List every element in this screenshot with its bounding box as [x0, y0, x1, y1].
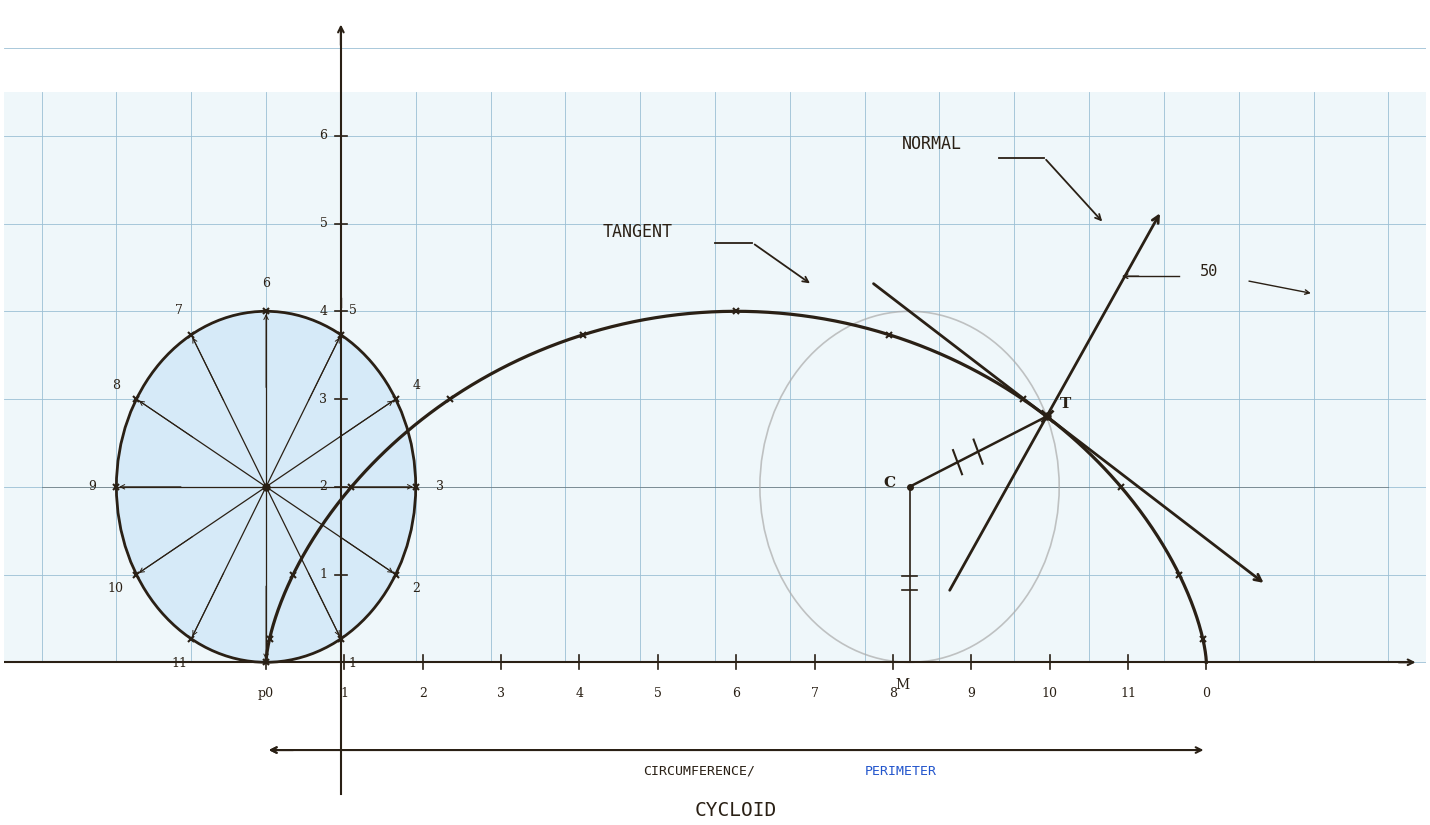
Text: 1: 1	[319, 568, 327, 581]
Text: 11: 11	[172, 657, 187, 670]
Text: CYCLOID: CYCLOID	[695, 801, 778, 820]
Text: 5: 5	[654, 687, 662, 700]
Text: 8: 8	[889, 687, 897, 700]
Text: 0: 0	[1203, 687, 1210, 700]
Text: 6: 6	[262, 276, 270, 290]
Text: 9: 9	[89, 480, 96, 493]
Text: 2: 2	[319, 480, 327, 493]
Text: 1: 1	[349, 657, 358, 670]
Text: NORMAL: NORMAL	[902, 135, 962, 153]
Text: M: M	[895, 677, 909, 691]
Text: CIRCUMFERENCE/: CIRCUMFERENCE/	[642, 765, 755, 778]
Text: p0: p0	[257, 687, 275, 700]
Text: 4: 4	[575, 687, 583, 700]
Text: 3: 3	[498, 687, 505, 700]
Text: 4: 4	[319, 304, 327, 318]
Text: 3: 3	[436, 480, 443, 493]
Bar	[4, 92, 1426, 662]
Text: 1: 1	[340, 687, 349, 700]
Text: 6: 6	[732, 687, 741, 700]
Text: 7: 7	[811, 687, 818, 700]
Text: 50: 50	[1200, 264, 1218, 279]
Text: 7: 7	[176, 304, 183, 317]
Text: 2: 2	[412, 582, 420, 595]
Text: 10: 10	[107, 582, 124, 595]
Text: 4: 4	[412, 379, 420, 392]
Text: PERIMETER: PERIMETER	[865, 765, 937, 778]
Text: TANGENT: TANGENT	[603, 223, 672, 241]
Text: 8: 8	[112, 379, 120, 392]
Text: 5: 5	[319, 217, 327, 230]
Text: 10: 10	[1041, 687, 1058, 700]
Circle shape	[116, 311, 416, 662]
Text: T: T	[1060, 397, 1071, 411]
Text: 9: 9	[967, 687, 975, 700]
Text: 3: 3	[319, 393, 327, 406]
Text: 5: 5	[349, 304, 358, 317]
Text: 11: 11	[1120, 687, 1135, 700]
Text: 2: 2	[419, 687, 426, 700]
Text: 6: 6	[319, 130, 327, 142]
Text: C: C	[884, 476, 895, 490]
